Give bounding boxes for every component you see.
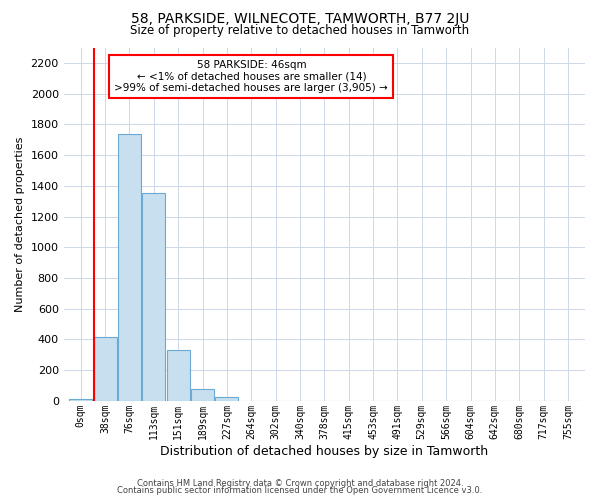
Y-axis label: Number of detached properties: Number of detached properties (15, 136, 25, 312)
Bar (191, 390, 214, 401)
Bar (142, 194, 166, 401)
Text: Contains public sector information licensed under the Open Government Licence v3: Contains public sector information licen… (118, 486, 482, 495)
Bar (215, 397, 238, 401)
Bar (167, 350, 190, 401)
Text: Size of property relative to detached houses in Tamworth: Size of property relative to detached ho… (130, 24, 470, 37)
Bar (118, 134, 141, 401)
Text: Contains HM Land Registry data © Crown copyright and database right 2024.: Contains HM Land Registry data © Crown c… (137, 478, 463, 488)
Text: 58 PARKSIDE: 46sqm
← <1% of detached houses are smaller (14)
>99% of semi-detach: 58 PARKSIDE: 46sqm ← <1% of detached hou… (115, 60, 388, 93)
Bar (69, 398, 92, 401)
Bar (94, 337, 116, 401)
X-axis label: Distribution of detached houses by size in Tamworth: Distribution of detached houses by size … (160, 444, 488, 458)
Text: 58, PARKSIDE, WILNECOTE, TAMWORTH, B77 2JU: 58, PARKSIDE, WILNECOTE, TAMWORTH, B77 2… (131, 12, 469, 26)
